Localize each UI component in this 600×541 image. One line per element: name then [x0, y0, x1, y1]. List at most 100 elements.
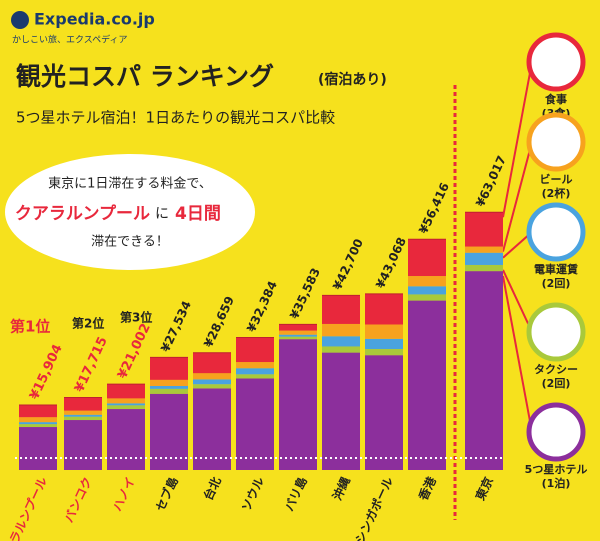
legend-label: タクシー [534, 363, 578, 376]
value-label: ¥56,416 [416, 181, 452, 236]
bar-segment [19, 417, 57, 423]
callout-days: 4日間 [175, 204, 221, 224]
callout-bubble [5, 154, 255, 270]
bar-segment [193, 373, 231, 380]
legend-swatch [526, 302, 586, 362]
bar-segment [236, 337, 274, 363]
bar-segment [465, 252, 503, 265]
value-label: ¥32,384 [244, 279, 280, 334]
value-label: ¥63,017 [473, 153, 509, 208]
bar-segment [279, 339, 317, 470]
rank-label: 第2位 [72, 316, 104, 331]
bar-segment [322, 352, 360, 470]
legend-connector [502, 61, 533, 218]
bar-segment [107, 398, 145, 404]
bar-segment [236, 374, 274, 379]
bar-segment [365, 293, 403, 325]
bar-segment [150, 379, 188, 386]
bar-segment [365, 324, 403, 339]
bar-segment [408, 294, 446, 301]
tagline: かしこい旅、エクスペディア [12, 34, 127, 46]
bar-segment [408, 300, 446, 470]
bar-segment [19, 427, 57, 470]
callout-text: 滞在できる！ [91, 235, 169, 250]
value-label: ¥43,068 [373, 235, 409, 290]
legend: 食事(3食)ビール(2杯)電車運賃(2回)タクシー(2回)5つ星ホテル(1泊) [502, 32, 588, 490]
callout-city: クアラルンプール [15, 203, 150, 224]
value-label: ¥42,700 [330, 237, 366, 292]
bar-segment [465, 271, 503, 470]
bar-segment [19, 424, 57, 428]
x-tick-label: ハノイ [110, 475, 138, 514]
bar-segment [408, 276, 446, 287]
bar-segment [193, 384, 231, 389]
bar-segment [279, 336, 317, 340]
bar-segment [279, 324, 317, 331]
legend-label: 食事 [545, 92, 567, 106]
bar-segment [150, 385, 188, 389]
legend-note: (2杯) [542, 186, 571, 200]
legend-label: ビール [540, 172, 573, 186]
subtitle: 5つ星ホテル宿泊！1日あたりの観光コスパ比較 [16, 109, 335, 127]
bar-segment [236, 378, 274, 470]
bar-segment [19, 422, 57, 425]
rank-label: 第3位 [120, 310, 152, 325]
x-tick-label: 東京 [472, 474, 496, 502]
x-tick-label: シンガポール [352, 474, 396, 541]
rank-label: 第1位 [10, 318, 50, 336]
bar-segment [107, 405, 145, 410]
bar-segment [19, 404, 57, 418]
bar-segment [365, 338, 403, 350]
bar-segment [322, 346, 360, 353]
x-tick-label: 台北 [200, 474, 224, 502]
x-tick-label: 香港 [415, 474, 440, 504]
bar-segment [150, 357, 188, 380]
bar-segment [236, 368, 274, 375]
legend-connector [502, 275, 533, 433]
bar-segment [465, 212, 503, 247]
callout-text: に [155, 206, 169, 222]
value-label: ¥28,659 [201, 294, 237, 349]
legend-label: 電車運賃 [534, 262, 578, 276]
legend-swatch [526, 32, 586, 92]
chart-title: 観光コスパ ランキング [16, 62, 274, 91]
bar-segment [107, 409, 145, 470]
bar-segment [64, 420, 102, 470]
bar-segment [279, 334, 317, 337]
value-label: ¥27,534 [158, 299, 194, 354]
bar-segment [64, 416, 102, 421]
legend-note: (2回) [542, 276, 571, 290]
bar-segment [322, 295, 360, 324]
bar-segment [322, 336, 360, 347]
bar-segment [107, 403, 145, 406]
bar-segment [365, 349, 403, 356]
bar-segment [365, 355, 403, 470]
value-label: ¥17,715 [72, 335, 111, 395]
value-label: ¥21,002 [115, 321, 154, 381]
bar-segment [64, 410, 102, 415]
bar-segment [322, 323, 360, 337]
legend-note: (2回) [542, 376, 571, 390]
logo-icon [11, 11, 29, 29]
x-tick-label: 沖縄 [329, 474, 353, 502]
x-tick-label: セブ島 [152, 474, 181, 513]
x-tick-label: ソウル [239, 475, 267, 514]
bar-segment [64, 397, 102, 411]
bar-segment [64, 414, 102, 417]
legend-label: 5つ星ホテル [525, 463, 588, 476]
legend-note: (1泊) [542, 476, 571, 490]
bar-segment [107, 384, 145, 399]
x-tick-label: クアラルンプール [0, 474, 50, 541]
value-label: ¥35,583 [287, 266, 323, 321]
bar-segment [193, 352, 231, 374]
x-tick-label: バンコク [62, 475, 95, 525]
legend-swatch [526, 402, 586, 462]
bar-segment [465, 246, 503, 253]
value-label: ¥15,904 [27, 342, 66, 402]
bar-segment [193, 388, 231, 470]
callout-text: 東京に1日滞在する料金で、 [48, 176, 212, 192]
legend-connector [502, 269, 533, 333]
bar-segment [465, 264, 503, 272]
bar-segment [236, 362, 274, 369]
